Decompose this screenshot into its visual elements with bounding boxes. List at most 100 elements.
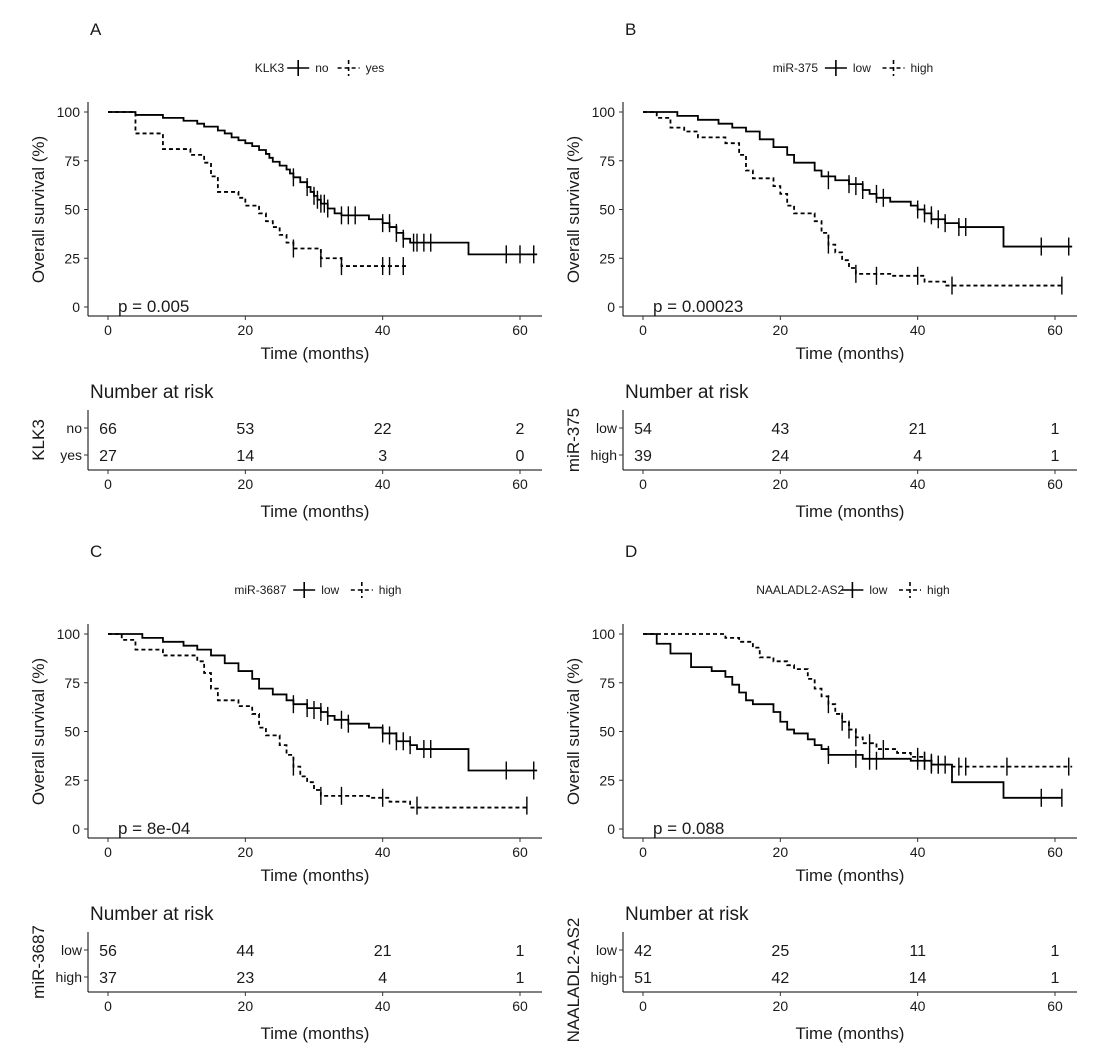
risk-x-tick-label: 20 bbox=[773, 476, 789, 492]
risk-count: 27 bbox=[99, 448, 117, 465]
risk-count: 56 bbox=[99, 943, 117, 960]
x-tick-label: 20 bbox=[238, 844, 254, 860]
risk-count: 1 bbox=[516, 943, 525, 960]
y-tick-label: 100 bbox=[57, 104, 81, 120]
legend: miR-3687 low high bbox=[234, 582, 401, 598]
risk-count: 42 bbox=[771, 970, 789, 987]
y-tick-label: 0 bbox=[607, 299, 615, 315]
risk-count: 37 bbox=[99, 970, 117, 987]
risk-x-tick-label: 20 bbox=[238, 998, 254, 1014]
risk-x-axis-title: Time (months) bbox=[261, 1024, 370, 1043]
risk-x-tick-label: 60 bbox=[512, 476, 528, 492]
y-axis-title: Overall survival (%) bbox=[29, 136, 48, 283]
risk-x-tick-label: 40 bbox=[910, 476, 926, 492]
risk-count: 24 bbox=[771, 448, 789, 465]
y-tick-label: 75 bbox=[599, 153, 615, 169]
x-axis-title: Time (months) bbox=[796, 866, 905, 885]
km-panel-d: D NAALADL2-AS2 low high 0 25 50 75 100 0 20 40 60 Tim… bbox=[564, 542, 1077, 1043]
y-tick-label: 100 bbox=[57, 626, 81, 642]
y-tick-label: 25 bbox=[64, 772, 80, 788]
risk-x-axis-title: Time (months) bbox=[261, 502, 370, 521]
km-curve-low bbox=[643, 633, 1062, 799]
panel-label: D bbox=[625, 542, 637, 561]
risk-count: 11 bbox=[909, 943, 926, 960]
legend-title: NAALADL2-AS2 bbox=[756, 583, 844, 597]
risk-count: 43 bbox=[771, 421, 789, 438]
legend-entry: no bbox=[315, 61, 329, 75]
risk-table-title: Number at risk bbox=[625, 382, 749, 403]
y-tick-label: 0 bbox=[72, 821, 80, 837]
risk-table-title: Number at risk bbox=[90, 382, 214, 403]
x-tick-label: 60 bbox=[1047, 322, 1063, 338]
risk-table-title: Number at risk bbox=[625, 904, 749, 925]
risk-count: 21 bbox=[909, 421, 927, 438]
p-value-label: p = 0.00023 bbox=[653, 297, 743, 316]
risk-count: 66 bbox=[99, 421, 117, 438]
legend-entry: yes bbox=[366, 61, 385, 75]
risk-count: 22 bbox=[374, 421, 392, 438]
risk-count: 23 bbox=[236, 970, 254, 987]
legend-entry: high bbox=[911, 61, 934, 75]
y-tick-label: 25 bbox=[599, 250, 615, 266]
risk-row-label: high bbox=[591, 969, 617, 985]
km-curve-high bbox=[643, 111, 1062, 287]
y-tick-label: 75 bbox=[599, 675, 615, 691]
x-axis-title: Time (months) bbox=[261, 866, 370, 885]
y-tick-label: 25 bbox=[64, 250, 80, 266]
p-value-label: p = 0.005 bbox=[118, 297, 189, 316]
x-tick-label: 0 bbox=[104, 844, 112, 860]
x-tick-label: 40 bbox=[910, 322, 926, 338]
risk-x-tick-label: 20 bbox=[238, 476, 254, 492]
y-axis-title: Overall survival (%) bbox=[564, 658, 583, 805]
y-tick-label: 50 bbox=[64, 202, 80, 218]
km-curve-low bbox=[643, 111, 1073, 248]
risk-table-title: Number at risk bbox=[90, 904, 214, 925]
x-tick-label: 0 bbox=[639, 322, 647, 338]
x-tick-label: 0 bbox=[639, 844, 647, 860]
risk-x-axis-title: Time (months) bbox=[796, 502, 905, 521]
legend: miR-375 low high bbox=[773, 60, 933, 76]
x-tick-label: 60 bbox=[1047, 844, 1063, 860]
risk-count: 14 bbox=[236, 448, 254, 465]
risk-x-tick-label: 0 bbox=[639, 998, 647, 1014]
y-tick-label: 0 bbox=[72, 299, 80, 315]
risk-x-tick-label: 60 bbox=[512, 998, 528, 1014]
legend-entry: high bbox=[379, 583, 402, 597]
risk-row-label: high bbox=[591, 447, 617, 463]
risk-x-tick-label: 0 bbox=[104, 998, 112, 1014]
x-tick-label: 60 bbox=[512, 844, 528, 860]
risk-table-strata-label: miR-3687 bbox=[29, 925, 48, 999]
risk-count: 14 bbox=[909, 970, 927, 987]
risk-count: 1 bbox=[1051, 943, 1060, 960]
risk-x-tick-label: 0 bbox=[104, 476, 112, 492]
legend-entry: high bbox=[927, 583, 950, 597]
x-axis-title: Time (months) bbox=[796, 344, 905, 363]
x-tick-label: 60 bbox=[512, 322, 528, 338]
y-tick-label: 50 bbox=[64, 724, 80, 740]
km-curve-high bbox=[643, 633, 1073, 768]
legend: NAALADL2-AS2 low high bbox=[756, 582, 950, 598]
x-tick-label: 20 bbox=[773, 844, 789, 860]
x-tick-label: 40 bbox=[375, 844, 391, 860]
x-tick-label: 20 bbox=[238, 322, 254, 338]
risk-table-strata-label: NAALADL2-AS2 bbox=[564, 918, 583, 1043]
legend-entry: low bbox=[321, 583, 339, 597]
y-tick-label: 75 bbox=[64, 153, 80, 169]
y-axis-title: Overall survival (%) bbox=[29, 658, 48, 805]
legend-entry: low bbox=[869, 583, 887, 597]
risk-count: 54 bbox=[634, 421, 652, 438]
legend-title: miR-3687 bbox=[234, 583, 286, 597]
legend-entry: low bbox=[853, 61, 871, 75]
risk-count: 42 bbox=[634, 943, 652, 960]
y-tick-label: 50 bbox=[599, 202, 615, 218]
legend-title: miR-375 bbox=[773, 61, 819, 75]
risk-count: 4 bbox=[378, 970, 387, 987]
risk-row-label: low bbox=[61, 942, 83, 958]
risk-count: 0 bbox=[516, 448, 525, 465]
risk-row-label: low bbox=[596, 942, 618, 958]
risk-x-tick-label: 40 bbox=[375, 476, 391, 492]
risk-table-strata-label: KLK3 bbox=[29, 419, 48, 461]
